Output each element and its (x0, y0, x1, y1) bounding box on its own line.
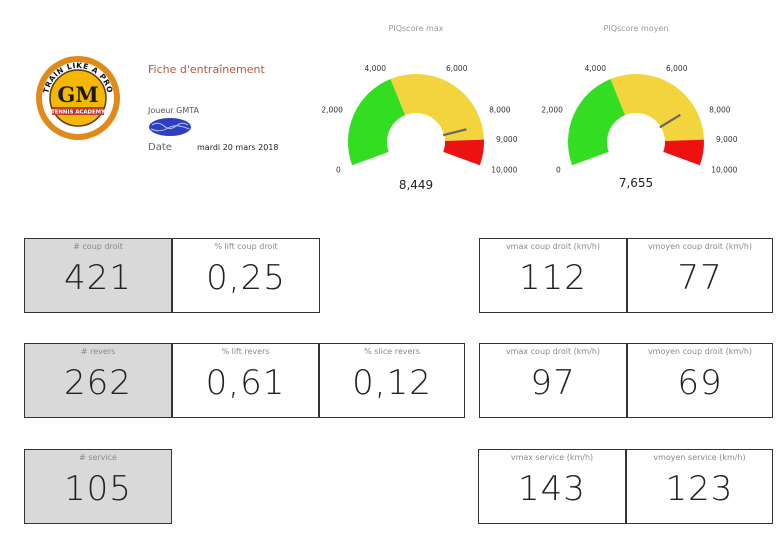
gauge-tick-label: 0 (556, 165, 561, 174)
sheet-title: Fiche d'entraînement (148, 63, 265, 76)
player-label: Joueur GMTA (148, 106, 199, 115)
gauge-tick-label: 2,000 (541, 106, 563, 115)
logo-name: TENNIS ACADEMY (51, 110, 105, 116)
gauge-tick-label: 4,000 (365, 64, 387, 73)
card-value: 262 (64, 363, 132, 403)
gauge-band-2 (663, 139, 704, 166)
card-value: 112 (519, 258, 587, 298)
card-value: 97 (530, 363, 576, 403)
card-label: vmoyen service (km/h) (653, 453, 746, 462)
card-coup-droit-count[interactable]: # coup droit 421 (24, 238, 172, 313)
gauge-needle (659, 113, 681, 129)
card-label: vmax coup droit (km/h) (505, 242, 601, 251)
card-value: 105 (64, 469, 132, 509)
card-vmoyen-service[interactable]: vmoyen service (km/h) 123 (626, 449, 773, 524)
card-revers-count[interactable]: # revers 262 (24, 343, 172, 418)
card-value: 0,25 (206, 258, 286, 298)
card-vmoyen-coup-droit[interactable]: vmoyen coup droit (km/h) 77 (627, 238, 773, 313)
gauge-value: 8,449 (399, 178, 433, 192)
logo-initials: GM (57, 82, 98, 107)
card-label: % lift revers (221, 347, 270, 356)
card-vmax-coup-droit[interactable]: vmax coup droit (km/h) 112 (479, 238, 627, 313)
gauge-band-1 (610, 74, 704, 141)
gauge-tick-label: 2,000 (321, 106, 343, 115)
player-name-scribble (149, 118, 191, 136)
gauge-tick-label: 9,000 (496, 135, 518, 144)
card-label: vmoyen coup droit (km/h) (647, 347, 753, 356)
gauge-tick-label: 8,000 (489, 106, 511, 115)
card-label: # revers (80, 347, 116, 356)
logo-site: GMTA.FR (69, 128, 87, 133)
card-label: % slice revers (364, 347, 420, 356)
card-label: vmax coup droit (km/h) (505, 347, 601, 356)
card-vmax-service[interactable]: vmax service (km/h) 143 (478, 449, 626, 524)
gauge-tick-label: 0 (336, 165, 341, 174)
gauge-tick-label: 6,000 (446, 64, 468, 73)
card-label: % lift coup droit (214, 242, 278, 251)
gauge-band-1 (390, 74, 484, 141)
card-label: # coup droit (73, 242, 123, 251)
card-vmoyen-coup-droit-2[interactable]: vmoyen coup droit (km/h) 69 (627, 343, 773, 418)
gauge-band-2 (443, 139, 484, 166)
card-value: 421 (64, 258, 132, 298)
gm-tennis-academy-logo: TRAIN LIKE A PRO GM TENNIS ACADEMY GMTA.… (36, 56, 120, 140)
card-label: # service (79, 453, 117, 462)
card-label: vmax service (km/h) (510, 453, 594, 462)
gauge-title: PIQscore max (389, 24, 444, 33)
card-lift-revers[interactable]: % lift revers 0,61 (172, 343, 319, 418)
gauge-tick-label: 10,000 (491, 165, 517, 174)
card-value: 0,61 (205, 363, 286, 403)
card-label: vmoyen coup droit (km/h) (647, 242, 753, 251)
gauge-value: 7,655 (619, 176, 653, 190)
logo-banner (52, 107, 104, 115)
gauge-title: PIQscore moyen (604, 24, 669, 33)
card-value: 0,12 (352, 363, 432, 403)
gauge-tick-label: 10,000 (711, 165, 737, 174)
gauge-tick-label: 8,000 (709, 106, 731, 115)
card-vmax-coup-droit-2[interactable]: vmax coup droit (km/h) 97 (479, 343, 627, 418)
gauge-tick-label: 9,000 (716, 135, 738, 144)
card-slice-revers[interactable]: % slice revers 0,12 (319, 343, 465, 418)
gauge-tick-label: 4,000 (585, 64, 607, 73)
card-value: 143 (518, 469, 586, 509)
card-service-count[interactable]: # service 105 (24, 449, 172, 524)
date-value: mardi 20 mars 2018 (197, 143, 279, 152)
gauge-tick-label: 6,000 (666, 64, 688, 73)
gauge-piqscore-moyen[interactable]: PIQscore moyen 7,655 0 2,000 4,000 6,000 8,0… (541, 24, 737, 190)
gauge-band-0 (568, 78, 626, 166)
card-lift-coup-droit[interactable]: % lift coup droit 0,25 (172, 238, 320, 313)
card-value: 123 (665, 469, 734, 509)
gauge-band-0 (348, 78, 406, 166)
card-value: 69 (677, 363, 723, 403)
date-label: Date (148, 142, 172, 153)
gauge-needle (442, 128, 467, 137)
card-value: 77 (677, 258, 723, 298)
gauge-piqscore-max[interactable]: PIQscore max 8,449 0 2,000 4,000 6,000 8,000… (321, 24, 517, 192)
